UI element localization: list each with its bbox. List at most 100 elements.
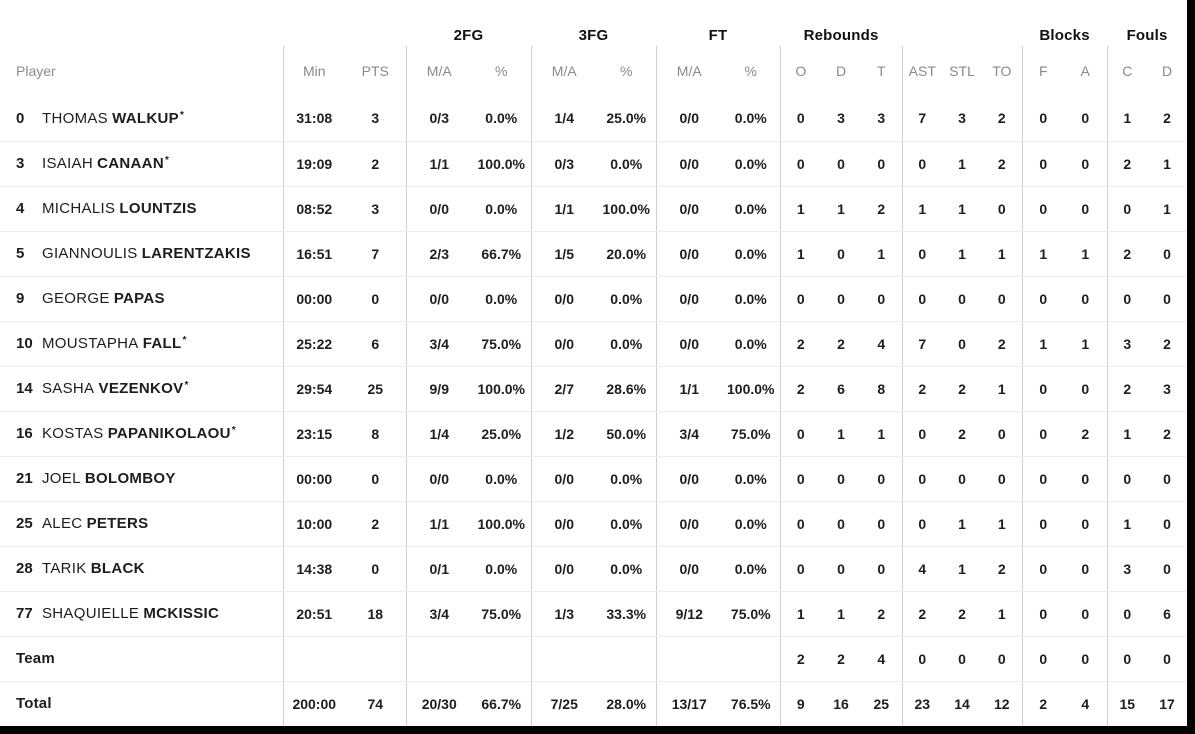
stat-to: 1 bbox=[982, 591, 1023, 637]
stat-min: 20:51 bbox=[282, 591, 345, 637]
stat-min: 00:00 bbox=[282, 456, 345, 502]
column-header-row: Player Min PTS M/A % M/A % M/A % O D T A… bbox=[0, 46, 1187, 96]
stat-ft-ma: 1/1 bbox=[655, 366, 722, 412]
player-row: 21 JOEL BOLOMBOY 00:00 0 0/0 0.0% 0/0 0.0% 0/0 0.… bbox=[0, 456, 1187, 502]
jersey-number: 21 bbox=[16, 470, 33, 487]
stat-ft-pct: 0.0% bbox=[722, 141, 781, 187]
stat-blk-a: 0 bbox=[1064, 636, 1108, 682]
stat-ast: 0 bbox=[901, 501, 943, 547]
stat-pts: 6 bbox=[345, 321, 406, 367]
stat-ft-ma: 0/0 bbox=[655, 501, 722, 547]
stat-reb-t: 2 bbox=[861, 591, 903, 637]
starter-star: * bbox=[164, 155, 169, 166]
stat-foul-d: 0 bbox=[1147, 231, 1187, 277]
stat-ft-pct: 75.0% bbox=[722, 591, 781, 637]
col-reb-t: T bbox=[877, 63, 886, 79]
stat-blk-f: 1 bbox=[1021, 231, 1065, 277]
col-player: Player bbox=[16, 63, 56, 79]
stat-reb-o: 0 bbox=[779, 96, 822, 142]
col-foul-d: D bbox=[1162, 63, 1173, 79]
player-first-name: SHAQUIELLE bbox=[42, 605, 140, 622]
stat-min: 10:00 bbox=[282, 501, 345, 547]
jersey-number: 4 bbox=[16, 200, 25, 217]
stat-blk-f: 0 bbox=[1021, 411, 1065, 457]
player-last-name: CANAAN bbox=[97, 155, 164, 172]
starter-star: * bbox=[184, 380, 189, 391]
stat-ft-pct: 0.0% bbox=[722, 231, 781, 277]
stat-ast: 0 bbox=[901, 231, 943, 277]
jersey-number: 14 bbox=[16, 380, 33, 397]
stat-reb-d: 2 bbox=[821, 636, 862, 682]
stat-ast: 0 bbox=[901, 276, 943, 322]
stat-3fg-ma: 1/5 bbox=[530, 231, 597, 277]
stat-blk-a: 0 bbox=[1064, 501, 1108, 547]
stat-foul-c: 0 bbox=[1106, 186, 1148, 232]
stat-blk-f: 0 bbox=[1021, 591, 1065, 637]
total-row-label-cell: Total bbox=[0, 681, 283, 726]
stat-foul-d: 0 bbox=[1147, 456, 1187, 502]
stat-pts bbox=[345, 636, 406, 682]
stat-foul-d: 3 bbox=[1147, 366, 1187, 412]
stat-3fg-pct: 33.3% bbox=[597, 591, 656, 637]
stat-ast: 4 bbox=[901, 546, 943, 592]
stat-ft-ma: 0/0 bbox=[655, 276, 722, 322]
stat-3fg-ma: 1/3 bbox=[530, 591, 597, 637]
player-row: 28 TARIK BLACK 14:38 0 0/1 0.0% 0/0 0.0% 0/0 0.0%… bbox=[0, 546, 1187, 592]
col-reb-o: O bbox=[779, 46, 822, 96]
stat-reb-o: 1 bbox=[779, 591, 822, 637]
stat-2fg-ma: 3/4 bbox=[405, 591, 472, 637]
player-cell: 4 MICHALIS LOUNTZIS bbox=[0, 186, 283, 232]
stat-reb-d: 0 bbox=[821, 141, 862, 187]
stat-stl: 2 bbox=[942, 411, 983, 457]
stat-min: 29:54 bbox=[282, 366, 345, 412]
col-blk-a: A bbox=[1080, 63, 1090, 79]
stat-ft-pct: 100.0% bbox=[722, 366, 781, 412]
player-last-name: PETERS bbox=[86, 515, 149, 532]
stat-ft-ma: 3/4 bbox=[655, 411, 722, 457]
team-row-label: Team bbox=[16, 650, 55, 667]
stat-2fg-pct: 0.0% bbox=[472, 276, 531, 322]
jersey-number: 10 bbox=[16, 335, 33, 352]
stat-to: 12 bbox=[994, 695, 1010, 712]
stat-blk-a: 4 bbox=[1081, 695, 1090, 712]
stat-foul-d: 2 bbox=[1147, 96, 1187, 142]
stat-2fg-ma: 9/9 bbox=[405, 366, 472, 412]
player-cell: 10 MOUSTAPHA FALL* bbox=[0, 321, 283, 367]
player-row: 25 ALEC PETERS 10:00 2 1/1 100.0% 0/0 0.0% 0/0 0.… bbox=[0, 501, 1187, 547]
stat-pts: 0 bbox=[345, 546, 406, 592]
stat-reb-o: 0 bbox=[779, 456, 822, 502]
stat-3fg-ma: 0/0 bbox=[530, 546, 597, 592]
stat-2fg-ma: 1/1 bbox=[405, 501, 472, 547]
stat-2fg-ma: 20/30 bbox=[405, 681, 472, 726]
stat-min: 14:38 bbox=[282, 546, 345, 592]
jersey-number: 9 bbox=[16, 290, 25, 307]
stat-ast: 0 bbox=[901, 636, 943, 682]
stat-3fg-pct: 20.0% bbox=[597, 231, 656, 277]
stat-3fg-ma: 1/2 bbox=[530, 411, 597, 457]
player-cell: 25 ALEC PETERS bbox=[0, 501, 283, 547]
stat-stl: 2 bbox=[942, 366, 983, 412]
stat-min: 08:52 bbox=[282, 186, 345, 232]
stat-reb-o: 0 bbox=[779, 276, 822, 322]
stat-reb-d: 6 bbox=[821, 366, 862, 412]
total-row: Total 200:00 74 20/30 66.7% 7/25 28.0% 13/17 76.… bbox=[0, 681, 1187, 726]
stat-blk-f: 0 bbox=[1021, 546, 1065, 592]
stat-pts: 0 bbox=[345, 456, 406, 502]
stat-stl: 0 bbox=[942, 456, 983, 502]
stat-foul-d: 2 bbox=[1147, 321, 1187, 367]
stat-ft-ma: 0/0 bbox=[655, 96, 722, 142]
stat-3fg-pct: 100.0% bbox=[597, 186, 656, 232]
stat-ft-pct bbox=[722, 636, 781, 682]
stat-stl: 1 bbox=[942, 546, 983, 592]
stat-reb-o: 0 bbox=[779, 411, 822, 457]
stat-3fg-ma: 1/4 bbox=[530, 96, 597, 142]
stat-blk-a: 0 bbox=[1064, 546, 1108, 592]
stat-stl: 0 bbox=[942, 321, 983, 367]
stat-2fg-ma: 0/1 bbox=[405, 546, 472, 592]
stat-2fg-pct: 25.0% bbox=[472, 411, 531, 457]
stat-reb-o: 1 bbox=[779, 186, 822, 232]
player-first-name: KOSTAS bbox=[42, 425, 104, 442]
col-min: Min bbox=[282, 46, 345, 96]
stat-stl: 0 bbox=[942, 276, 983, 322]
stat-foul-c: 2 bbox=[1106, 366, 1148, 412]
